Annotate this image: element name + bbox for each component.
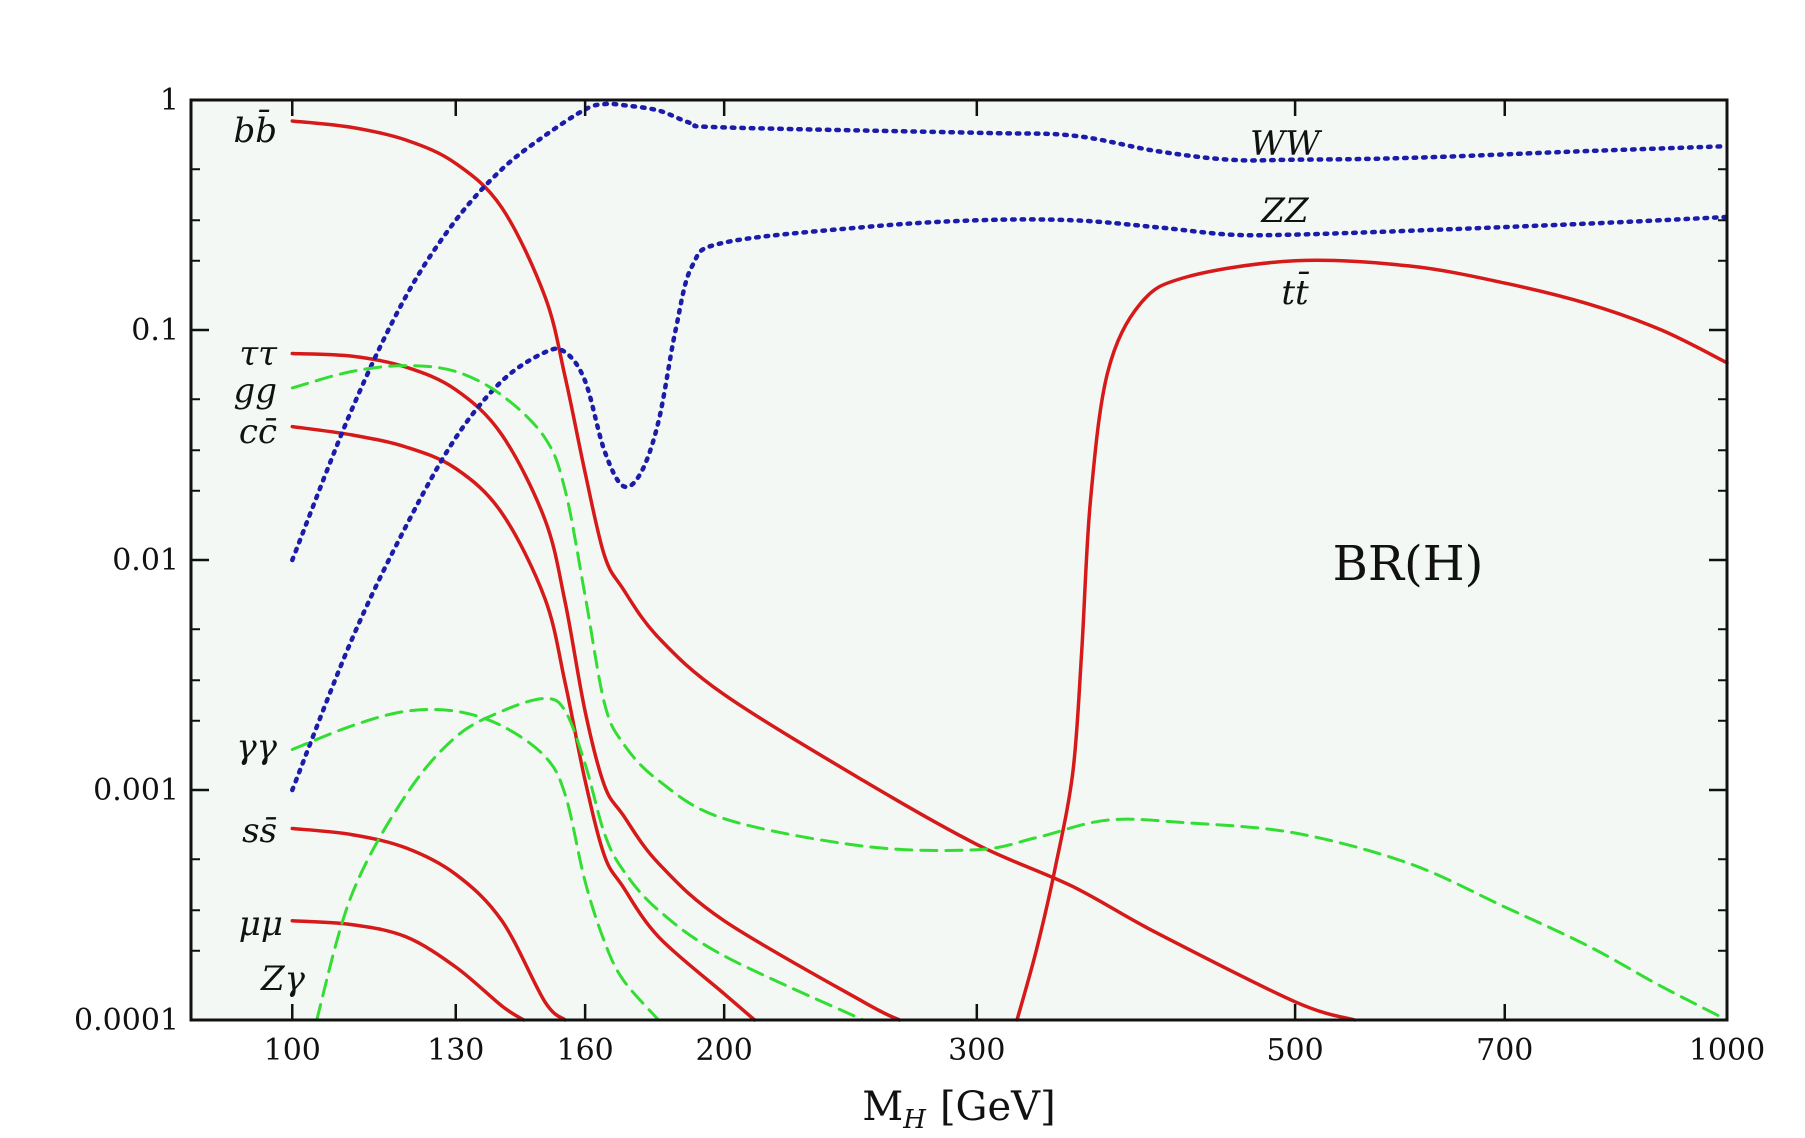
series-label: tt̄ — [1281, 271, 1309, 313]
y-tick-label: 0.0001 — [74, 1003, 179, 1038]
series-label: ττ — [239, 334, 278, 374]
series-line-10 — [315, 697, 865, 1022]
plot-background — [191, 100, 1727, 1020]
series-layer — [290, 101, 1730, 1022]
x-tick-label: 100 — [264, 1033, 321, 1068]
series-line-9 — [290, 707, 660, 1022]
series-label: γγ — [236, 727, 277, 767]
series-label: μμ — [239, 904, 283, 944]
series-line-6 — [290, 101, 1730, 563]
x-tick-label: 500 — [1266, 1033, 1323, 1068]
series-label: ZZ — [1260, 191, 1310, 231]
series-line-5 — [1015, 258, 1729, 1022]
series-line-3 — [290, 826, 568, 1022]
series-label: gg — [233, 371, 277, 411]
y-tick-label: 0.01 — [112, 543, 179, 578]
y-tick-label: 1 — [160, 83, 179, 118]
x-tick-label: 700 — [1476, 1033, 1533, 1068]
x-tick-label: 300 — [948, 1033, 1005, 1068]
series-label: WW — [1250, 124, 1323, 164]
chart-annotation: BR(H) — [1333, 536, 1484, 592]
x-axis-title-main: M — [862, 1084, 903, 1130]
series-label: Zγ — [260, 959, 306, 999]
y-tick-label: 0.001 — [93, 773, 179, 808]
series-line-0 — [290, 119, 1357, 1022]
series-line-2 — [290, 424, 757, 1022]
x-axis-title-subscript: H — [902, 1105, 927, 1135]
series-line-4 — [290, 919, 526, 1022]
series-line-8 — [290, 364, 1729, 1022]
series-label: ss̄ — [242, 811, 277, 851]
series-label: cc̄ — [239, 412, 277, 452]
axis-ticks: 100 130 160 200 300 500 700 1000 1 0.1 0.01 0.001 0.… — [74, 83, 1765, 1068]
x-axis-title-unit: [GeV] — [940, 1084, 1056, 1130]
x-axis-title: MH [GeV] — [862, 1084, 1055, 1135]
x-tick-label: 200 — [696, 1033, 753, 1068]
x-tick-label: 1000 — [1689, 1033, 1765, 1068]
series-label: bb̄ — [233, 109, 277, 151]
x-tick-label: 160 — [556, 1033, 613, 1068]
x-tick-label: 130 — [427, 1033, 484, 1068]
series-line-1 — [290, 351, 902, 1022]
y-tick-label: 0.1 — [131, 313, 179, 348]
series-line-7 — [290, 214, 1730, 793]
